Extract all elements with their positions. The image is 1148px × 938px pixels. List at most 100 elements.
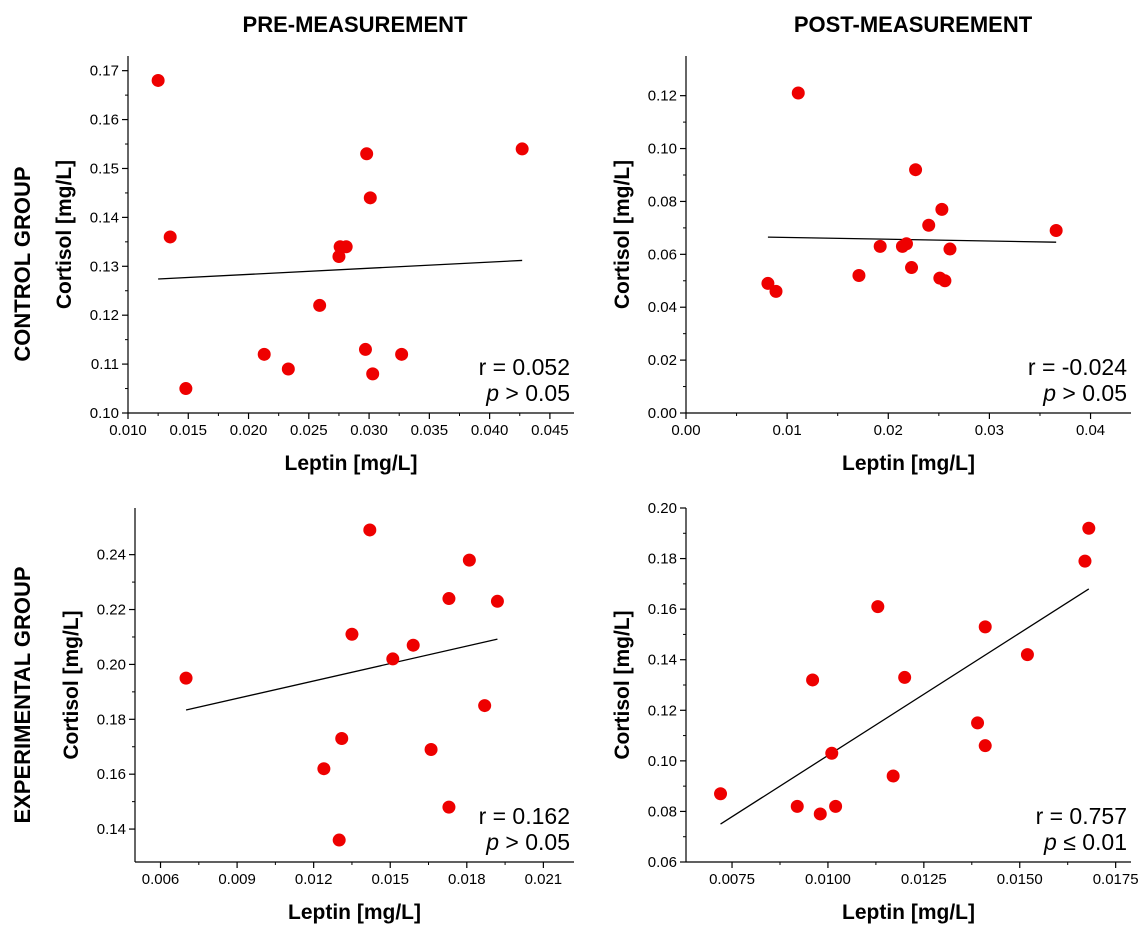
x-tick-label: 0.01 [773,422,802,439]
data-point [358,342,372,356]
data-point [151,73,165,87]
scatter-panel-experimental-pre: 0.006 0.009 0.012 0.015 0.018 0.021 0.14 0.16 0.… [60,508,574,924]
stat-p-value: > 0.05 [1056,380,1127,406]
data-point [317,762,331,776]
data-point [1078,554,1092,568]
y-tick-label: 0.22 [97,602,126,619]
regression-line [767,236,1057,243]
y-tick-label: 0.10 [648,141,677,158]
x-tick-label: 0.03 [975,422,1004,439]
data-point [163,230,177,244]
x-tick-label: 0.009 [218,871,256,888]
data-point [898,670,912,684]
data-point [978,739,992,753]
x-axis-title: Leptin [mg/L] [288,901,421,924]
scatter-panel-control-post: 0.00 0.01 0.02 0.03 0.04 0.00 0.02 0.04 0.06 0.08… [611,56,1131,475]
data-point [335,732,349,746]
data-point [922,218,936,232]
data-point [971,716,985,730]
data-point [442,800,456,814]
data-point [761,276,775,290]
stat-p-label: p ≤ 0.01 [1043,829,1127,855]
y-tick-label: 0.11 [91,356,119,373]
x-tick-label: 0.015 [169,422,207,439]
y-tick-label: 0.12 [90,307,119,324]
y-tick-label: 0.02 [648,352,677,369]
y-tick-label: 0.14 [648,652,677,669]
data-point [363,523,377,537]
data-point [257,347,271,361]
y-tick-label: 0.06 [648,854,677,871]
y-tick-label: 0.10 [90,405,119,422]
y-tick-label: 0.16 [648,601,677,618]
x-axis-title: Leptin [mg/L] [842,901,975,924]
data-point [406,638,420,652]
y-tick-label: 0.12 [648,702,677,719]
y-tick-label: 0.12 [648,88,677,105]
x-tick-label: 0.012 [295,871,333,888]
data-point [769,284,783,298]
regression-line [158,259,523,280]
data-point [1020,648,1034,662]
data-point [490,594,504,608]
y-tick-label: 0.08 [648,193,677,210]
stat-r-label: r = 0.162 [479,803,570,829]
regression-line [185,638,498,711]
data-point [281,362,295,376]
data-point [1082,521,1096,535]
y-tick-label: 0.04 [648,299,677,316]
x-tick-label: 0.025 [290,422,328,439]
stat-p-symbol: p [485,829,499,855]
x-tick-label: 0.021 [525,871,563,888]
x-tick-label: 0.018 [448,871,486,888]
data-point [825,746,839,760]
data-point [852,268,866,282]
x-tick-label: 0.0125 [901,871,947,888]
y-tick-label: 0.16 [97,766,126,783]
data-point [360,147,374,161]
data-point [332,833,346,847]
data-point [871,600,885,614]
stat-r-label: r = 0.052 [479,354,570,380]
x-tick-label: 0.015 [371,871,409,888]
data-point [386,652,400,666]
x-tick-label: 0.020 [230,422,268,439]
x-tick-label: 0.0075 [709,871,755,888]
scatter-panel-experimental-post: 0.0075 0.0100 0.0125 0.0150 0.0175 0.06 0.08 0.… [611,500,1139,924]
stat-p-label: p > 0.05 [485,380,570,406]
y-tick-label: 0.13 [90,258,119,275]
x-tick-label: 0.045 [531,422,569,439]
y-axis-title: Cortisol [mg/L] [53,160,76,309]
row-title-control: CONTROL GROUP [10,166,35,361]
stat-p-value: > 0.05 [499,380,570,406]
y-tick-label: 0.16 [90,112,119,129]
stat-p-value: > 0.05 [499,829,570,855]
y-tick-label: 0.10 [648,753,677,770]
data-point [179,382,193,396]
data-point [424,742,438,756]
x-tick-label: 0.00 [671,422,700,439]
data-point [978,620,992,634]
y-tick-label: 0.24 [97,547,126,564]
y-tick-label: 0.18 [97,711,126,728]
data-point [873,239,887,253]
x-tick-label: 0.040 [471,422,509,439]
x-tick-label: 0.0100 [805,871,851,888]
y-tick-label: 0.14 [90,209,119,226]
data-point [179,671,193,685]
data-point [1049,224,1063,238]
column-title-pre: PRE-MEASUREMENT [243,12,468,37]
data-point [938,274,952,288]
data-point [339,240,353,254]
y-tick-label: 0.18 [648,551,677,568]
x-tick-label: 0.035 [411,422,449,439]
data-point [899,237,913,251]
data-point [943,242,957,256]
y-axis-title: Cortisol [mg/L] [611,160,634,309]
x-tick-label: 0.030 [350,422,388,439]
stat-p-symbol: p [485,380,499,406]
data-point [515,142,529,156]
data-point [332,250,346,264]
y-axis-title: Cortisol [mg/L] [611,610,634,759]
